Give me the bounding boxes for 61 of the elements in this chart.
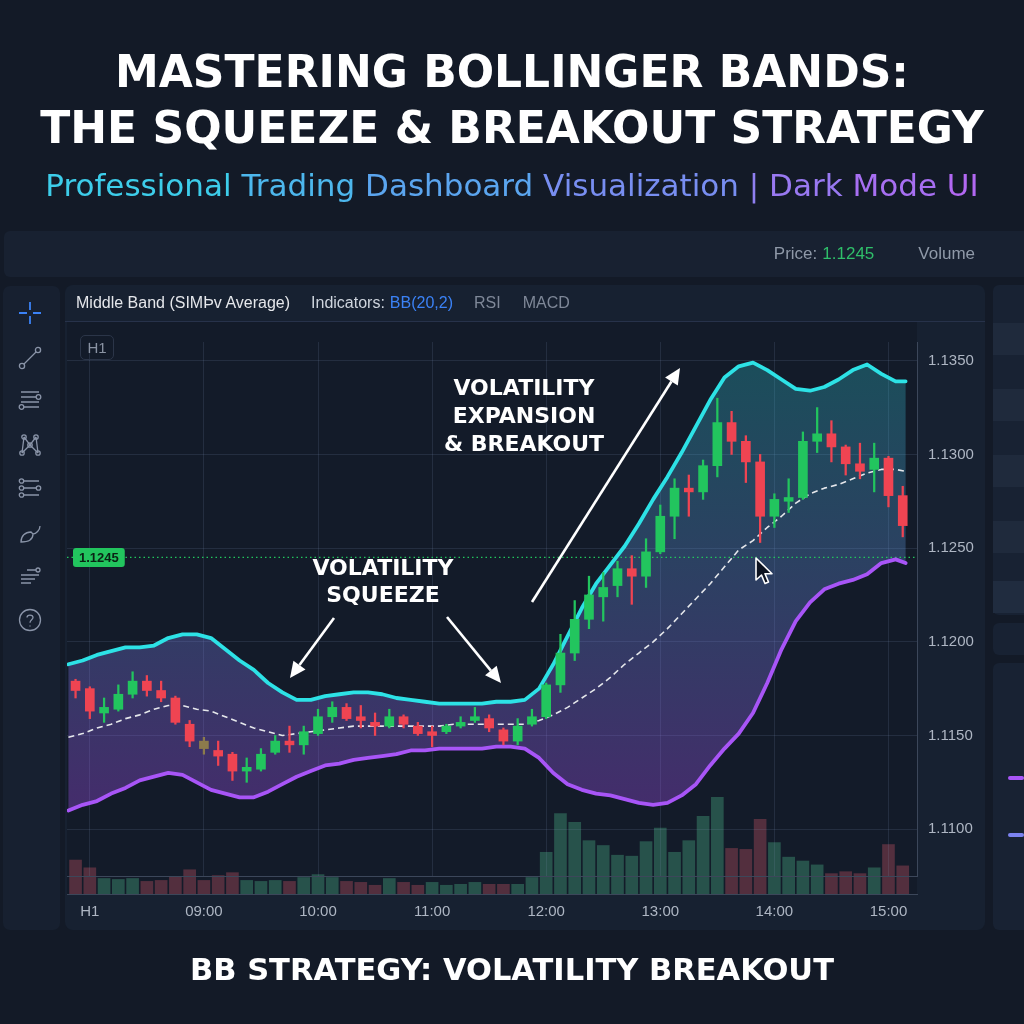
x-tick-label: 14:00 <box>755 902 794 920</box>
bar <box>639 841 653 894</box>
x-tick-label: 11:00 <box>413 902 451 920</box>
bar <box>511 883 524 894</box>
bar <box>311 874 325 894</box>
x-tick-label: H1 <box>80 902 100 920</box>
bar <box>368 884 382 894</box>
bar <box>525 877 539 894</box>
bar <box>711 797 724 894</box>
x-tick-label: 12:00 <box>527 902 565 920</box>
bar <box>97 878 111 894</box>
bar <box>283 881 296 894</box>
annotation: VOLATILITY EXPANSION & BREAKOUT <box>442 374 606 458</box>
bar <box>753 818 767 894</box>
bar <box>325 877 339 894</box>
bar <box>696 816 710 894</box>
text: RSI <box>473 294 501 312</box>
bar <box>796 860 810 894</box>
bar <box>268 880 282 894</box>
bar <box>197 880 211 894</box>
bar <box>411 884 425 894</box>
text: Middle Band (SIMÞv Average) <box>76 294 291 312</box>
text: BB STRATEGY: VOLATILITY BREAKOUT <box>189 951 835 989</box>
text: BB(20,2) <box>389 294 453 312</box>
chart-title: MASTERING BOLLINGER BANDS: THE SQUEEZE & BREAKOUT STRATEGY <box>39 45 985 155</box>
y-tick-label: 1.1350 <box>928 350 974 368</box>
y-tick-label: 1.1100 <box>928 819 973 837</box>
bar <box>397 882 410 894</box>
text: Price: <box>773 244 818 264</box>
text: Indicators: <box>311 294 385 312</box>
bar <box>482 883 496 894</box>
x-tick-label: 13:00 <box>641 902 680 920</box>
chart-subtitle: Professional Trading Dashboard Visualization | Dark Mode UI <box>45 167 979 203</box>
bar <box>382 878 396 894</box>
y-tick-label: 1.1250 <box>928 538 974 556</box>
bar <box>810 864 824 894</box>
bar <box>240 880 254 894</box>
bar <box>425 882 439 894</box>
x-tick-label: 09:00 <box>185 902 223 920</box>
bar <box>297 877 311 894</box>
ref-line-label: 1.1245 <box>79 549 119 565</box>
bar <box>582 840 596 894</box>
bar <box>867 867 881 894</box>
y-tick-label: 1.1300 <box>928 444 974 462</box>
bar <box>739 849 753 894</box>
x-tick-label: 10:00 <box>299 902 337 920</box>
text: MACD <box>522 294 570 312</box>
bar <box>140 881 154 894</box>
annotation: VOLATILITY SQUEEZE <box>311 554 455 608</box>
text: 1.1245 <box>822 244 875 264</box>
y-tick-label: 1.1200 <box>928 631 974 649</box>
text: Volume <box>918 244 975 264</box>
bar <box>725 848 738 894</box>
y-tick-label: 1.1150 <box>928 725 973 743</box>
annotation: H1 <box>80 335 114 360</box>
bar <box>853 873 867 894</box>
bar <box>154 880 168 894</box>
bar <box>468 882 482 894</box>
bar <box>497 883 510 894</box>
bar <box>254 881 268 894</box>
x-tick-label: 15:00 <box>869 902 908 920</box>
